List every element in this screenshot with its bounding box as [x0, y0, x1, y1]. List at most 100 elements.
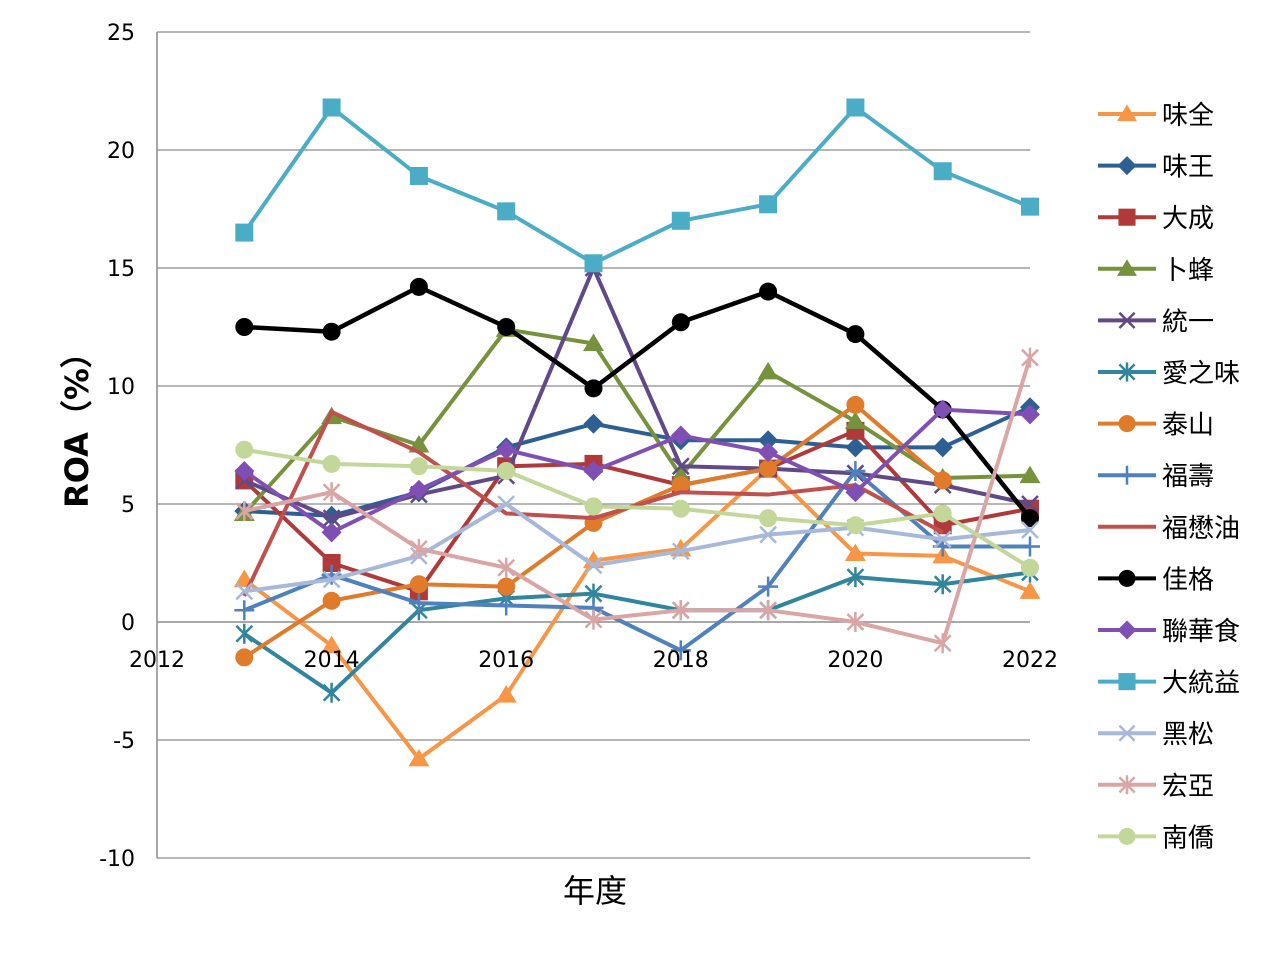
x-tick-label: 2020 — [827, 648, 883, 673]
data-marker — [759, 459, 778, 478]
series-11 — [234, 399, 1040, 543]
series-4 — [233, 319, 1041, 521]
legend-label: 宏亞 — [1162, 772, 1214, 802]
legend-item: 愛之味 — [1098, 359, 1240, 389]
data-marker — [757, 361, 779, 380]
series-line — [243, 466, 1031, 761]
data-marker — [671, 211, 690, 230]
series-7 — [235, 395, 952, 667]
legend-label: 統一 — [1162, 307, 1214, 337]
data-marker — [235, 582, 254, 601]
legend-label: 味全 — [1162, 101, 1214, 131]
legend-item: 南僑 — [1098, 823, 1214, 853]
x-tick-label: 2012 — [129, 648, 185, 673]
data-marker — [671, 499, 690, 518]
data-marker — [321, 505, 342, 526]
data-marker — [1020, 404, 1040, 425]
data-marker — [410, 538, 428, 559]
legend-label: 味王 — [1162, 153, 1214, 183]
data-marker — [235, 223, 254, 242]
data-marker — [1117, 620, 1137, 640]
data-marker — [497, 557, 516, 578]
series-line — [243, 447, 1032, 570]
legend-label: 南僑 — [1162, 823, 1214, 853]
data-marker — [1020, 536, 1040, 557]
data-marker — [1021, 347, 1039, 368]
legend-label: 愛之味 — [1162, 359, 1240, 389]
legend-label: 佳格 — [1162, 565, 1214, 595]
series-13 — [235, 495, 1039, 601]
y-axis-title: ROA（%） — [58, 336, 96, 508]
data-marker — [671, 542, 690, 561]
data-marker — [322, 509, 341, 528]
series-1 — [233, 458, 1041, 767]
data-marker — [583, 460, 604, 481]
legend-item: 福懋油 — [1098, 514, 1240, 544]
y-tick-label: -10 — [99, 847, 135, 872]
y-tick-label: -5 — [113, 729, 135, 754]
data-marker — [1118, 775, 1136, 795]
data-marker — [322, 482, 341, 503]
series-line — [243, 468, 1030, 653]
data-marker — [408, 748, 430, 767]
data-marker — [322, 554, 341, 572]
data-marker — [496, 439, 517, 460]
series-10 — [235, 277, 1039, 528]
data-marker — [322, 570, 341, 589]
data-marker — [584, 379, 603, 398]
data-marker — [409, 457, 428, 476]
x-axis-title: 年度 — [563, 872, 627, 910]
tick-labels: 25 20 15 10 5 0 -5 -10 2012 2014 2016 2018 2020 2022 — [99, 21, 1058, 872]
y-tick-label: 5 — [121, 493, 135, 518]
data-marker — [1117, 104, 1137, 122]
data-marker — [846, 612, 865, 632]
legend-item: 卜蜂 — [1098, 256, 1214, 286]
data-marker — [933, 162, 952, 181]
data-marker — [322, 682, 341, 703]
data-marker — [1021, 509, 1039, 528]
data-marker — [845, 437, 866, 458]
data-marker — [495, 685, 517, 703]
data-marker — [497, 202, 516, 221]
x-tick-label: 2022 — [1002, 648, 1058, 673]
data-marker — [933, 504, 952, 523]
data-marker — [846, 567, 865, 588]
y-tick-label: 0 — [121, 611, 135, 636]
series-5 — [235, 259, 1039, 528]
data-marker — [670, 640, 691, 661]
data-marker — [321, 522, 342, 543]
data-marker — [844, 411, 866, 429]
data-marker — [932, 399, 953, 420]
series-8 — [234, 460, 1040, 661]
y-tick-label: 15 — [107, 257, 135, 282]
data-marker — [1118, 362, 1136, 382]
data-marker — [583, 333, 604, 352]
series-line — [242, 105, 1031, 266]
y-tick-label: 20 — [107, 139, 135, 164]
data-marker — [759, 282, 778, 301]
data-marker — [1117, 259, 1137, 276]
data-marker — [583, 413, 604, 434]
data-marker — [408, 593, 429, 614]
x-tick-label: 2016 — [478, 648, 534, 673]
legend-item: 大統益 — [1098, 669, 1240, 699]
data-marker — [584, 254, 603, 273]
legend-label: 聯華食 — [1162, 617, 1240, 647]
data-marker — [1021, 558, 1039, 577]
data-marker — [758, 576, 779, 597]
legend-label: 泰山 — [1162, 411, 1214, 441]
data-marker — [758, 430, 779, 451]
data-marker — [846, 98, 865, 117]
data-marker — [759, 195, 778, 214]
series-line — [243, 570, 1031, 695]
data-marker — [584, 497, 603, 516]
data-marker — [408, 479, 429, 500]
data-marker — [846, 325, 865, 344]
data-marker — [1118, 311, 1136, 329]
legend-label: 福懋油 — [1162, 514, 1240, 544]
data-marker — [497, 495, 516, 513]
data-marker — [933, 530, 952, 549]
data-marker — [758, 442, 779, 463]
series-line — [243, 357, 1032, 646]
